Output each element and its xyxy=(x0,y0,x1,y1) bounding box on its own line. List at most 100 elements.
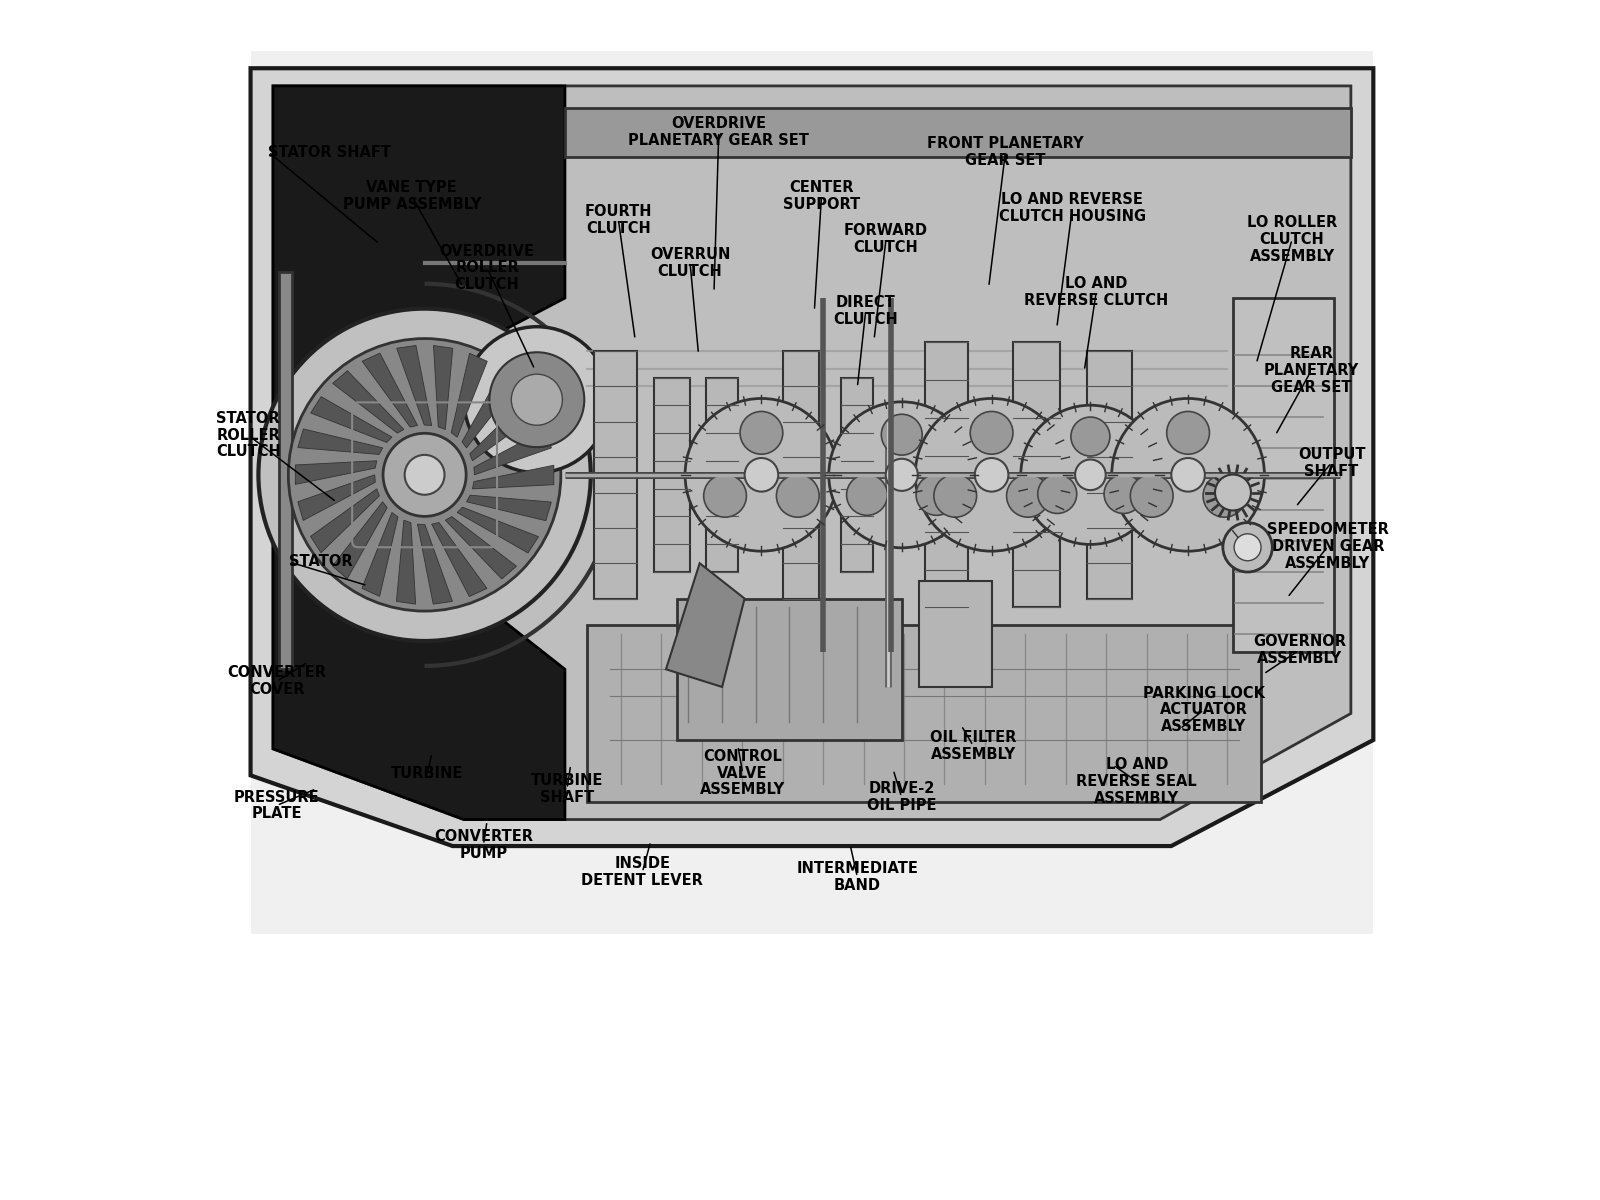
Bar xyxy=(677,599,902,740)
Text: PRESSURE
PLATE: PRESSURE PLATE xyxy=(234,790,320,821)
Text: PARKING LOCK
ACTUATOR
ASSEMBLY: PARKING LOCK ACTUATOR ASSEMBLY xyxy=(1142,685,1264,734)
Polygon shape xyxy=(362,353,418,427)
Text: DRIVE-2
OIL PIPE: DRIVE-2 OIL PIPE xyxy=(867,781,936,812)
Text: STATOR: STATOR xyxy=(288,554,352,569)
Bar xyxy=(1086,352,1131,599)
Bar xyxy=(707,378,738,572)
Bar xyxy=(925,342,968,607)
Polygon shape xyxy=(397,346,432,426)
Text: STATOR
ROLLER
CLUTCH: STATOR ROLLER CLUTCH xyxy=(216,410,280,460)
Circle shape xyxy=(1130,474,1173,517)
Circle shape xyxy=(741,412,782,455)
Text: DIRECT
CLUTCH: DIRECT CLUTCH xyxy=(834,295,898,326)
Polygon shape xyxy=(296,461,376,485)
Polygon shape xyxy=(458,508,539,553)
Text: CONVERTER
PUMP: CONVERTER PUMP xyxy=(434,829,533,860)
Circle shape xyxy=(1075,460,1106,490)
Circle shape xyxy=(464,326,610,473)
Text: SPEEDOMETER
DRIVEN GEAR
ASSEMBLY: SPEEDOMETER DRIVEN GEAR ASSEMBLY xyxy=(1267,522,1389,570)
Polygon shape xyxy=(298,428,382,455)
Bar xyxy=(1013,342,1061,607)
Bar xyxy=(278,271,293,670)
Circle shape xyxy=(1038,474,1077,514)
Circle shape xyxy=(1234,534,1261,560)
Text: OUTPUT
SHAFT: OUTPUT SHAFT xyxy=(1298,446,1365,479)
Circle shape xyxy=(776,474,819,517)
Text: OVERDRIVE
ROLLER
CLUTCH: OVERDRIVE ROLLER CLUTCH xyxy=(440,244,534,293)
Polygon shape xyxy=(362,512,398,596)
Text: LO AND
REVERSE SEAL
ASSEMBLY: LO AND REVERSE SEAL ASSEMBLY xyxy=(1077,757,1197,806)
Text: CENTER
SUPPORT: CENTER SUPPORT xyxy=(782,180,861,212)
Text: LO AND REVERSE
CLUTCH HOUSING: LO AND REVERSE CLUTCH HOUSING xyxy=(998,192,1146,224)
Text: VANE TYPE
PUMP ASSEMBLY: VANE TYPE PUMP ASSEMBLY xyxy=(342,180,482,212)
Circle shape xyxy=(1203,474,1246,517)
Circle shape xyxy=(1006,474,1050,517)
Circle shape xyxy=(974,458,1008,492)
Circle shape xyxy=(382,433,466,516)
Polygon shape xyxy=(418,524,453,604)
Polygon shape xyxy=(666,563,744,686)
Text: FOURTH
CLUTCH: FOURTH CLUTCH xyxy=(584,204,653,236)
Text: INTERMEDIATE
BAND: INTERMEDIATE BAND xyxy=(797,862,918,893)
Text: STATOR SHAFT: STATOR SHAFT xyxy=(269,144,392,160)
Polygon shape xyxy=(462,371,517,448)
Text: OVERRUN
CLUTCH: OVERRUN CLUTCH xyxy=(650,247,730,280)
Polygon shape xyxy=(467,496,552,521)
Polygon shape xyxy=(333,371,403,433)
Bar xyxy=(565,108,1350,157)
Text: LO AND
REVERSE CLUTCH: LO AND REVERSE CLUTCH xyxy=(1024,276,1168,307)
Circle shape xyxy=(886,458,918,491)
Circle shape xyxy=(917,474,957,515)
Polygon shape xyxy=(434,346,453,430)
Polygon shape xyxy=(432,522,486,596)
Circle shape xyxy=(405,455,445,494)
Text: OIL FILTER
ASSEMBLY: OIL FILTER ASSEMBLY xyxy=(930,730,1016,762)
Bar xyxy=(251,50,1373,935)
Text: TURBINE: TURBINE xyxy=(390,766,464,781)
Circle shape xyxy=(512,374,563,425)
Text: REAR
PLANETARY
GEAR SET: REAR PLANETARY GEAR SET xyxy=(1264,347,1358,395)
Circle shape xyxy=(970,412,1013,455)
Polygon shape xyxy=(310,488,379,553)
Circle shape xyxy=(685,398,838,551)
Bar xyxy=(782,352,819,599)
Text: CONVERTER
COVER: CONVERTER COVER xyxy=(227,665,326,697)
Polygon shape xyxy=(274,86,1350,820)
Circle shape xyxy=(744,458,778,492)
Bar xyxy=(654,378,690,572)
Polygon shape xyxy=(274,86,565,820)
Circle shape xyxy=(1222,523,1272,572)
Circle shape xyxy=(1171,458,1205,492)
Polygon shape xyxy=(310,397,392,443)
Polygon shape xyxy=(397,520,416,604)
Bar xyxy=(587,625,1261,802)
Circle shape xyxy=(1070,418,1110,456)
Polygon shape xyxy=(472,466,554,488)
Text: INSIDE
DETENT LEVER: INSIDE DETENT LEVER xyxy=(581,857,704,888)
Polygon shape xyxy=(333,502,387,578)
Text: CONTROL
VALVE
ASSEMBLY: CONTROL VALVE ASSEMBLY xyxy=(701,749,786,798)
Text: GOVERNOR
ASSEMBLY: GOVERNOR ASSEMBLY xyxy=(1253,635,1346,666)
Text: FORWARD
CLUTCH: FORWARD CLUTCH xyxy=(845,223,928,256)
Bar xyxy=(594,352,637,599)
Polygon shape xyxy=(298,475,376,521)
Circle shape xyxy=(1166,412,1210,455)
Polygon shape xyxy=(445,516,517,578)
Text: TURBINE
SHAFT: TURBINE SHAFT xyxy=(531,773,603,805)
Text: LO ROLLER
CLUTCH
ASSEMBLY: LO ROLLER CLUTCH ASSEMBLY xyxy=(1246,215,1338,264)
Polygon shape xyxy=(451,353,488,437)
Polygon shape xyxy=(470,397,539,461)
Text: OVERDRIVE
PLANETARY GEAR SET: OVERDRIVE PLANETARY GEAR SET xyxy=(629,116,810,148)
Circle shape xyxy=(1214,474,1251,510)
Text: FRONT PLANETARY
GEAR SET: FRONT PLANETARY GEAR SET xyxy=(926,136,1083,168)
Polygon shape xyxy=(251,68,1373,846)
Circle shape xyxy=(915,398,1067,551)
Bar xyxy=(1234,298,1334,652)
Polygon shape xyxy=(474,430,552,475)
Circle shape xyxy=(288,338,562,611)
Circle shape xyxy=(704,474,747,517)
Circle shape xyxy=(934,474,976,517)
Circle shape xyxy=(1112,398,1264,551)
Circle shape xyxy=(1104,474,1142,514)
Bar xyxy=(842,378,872,572)
